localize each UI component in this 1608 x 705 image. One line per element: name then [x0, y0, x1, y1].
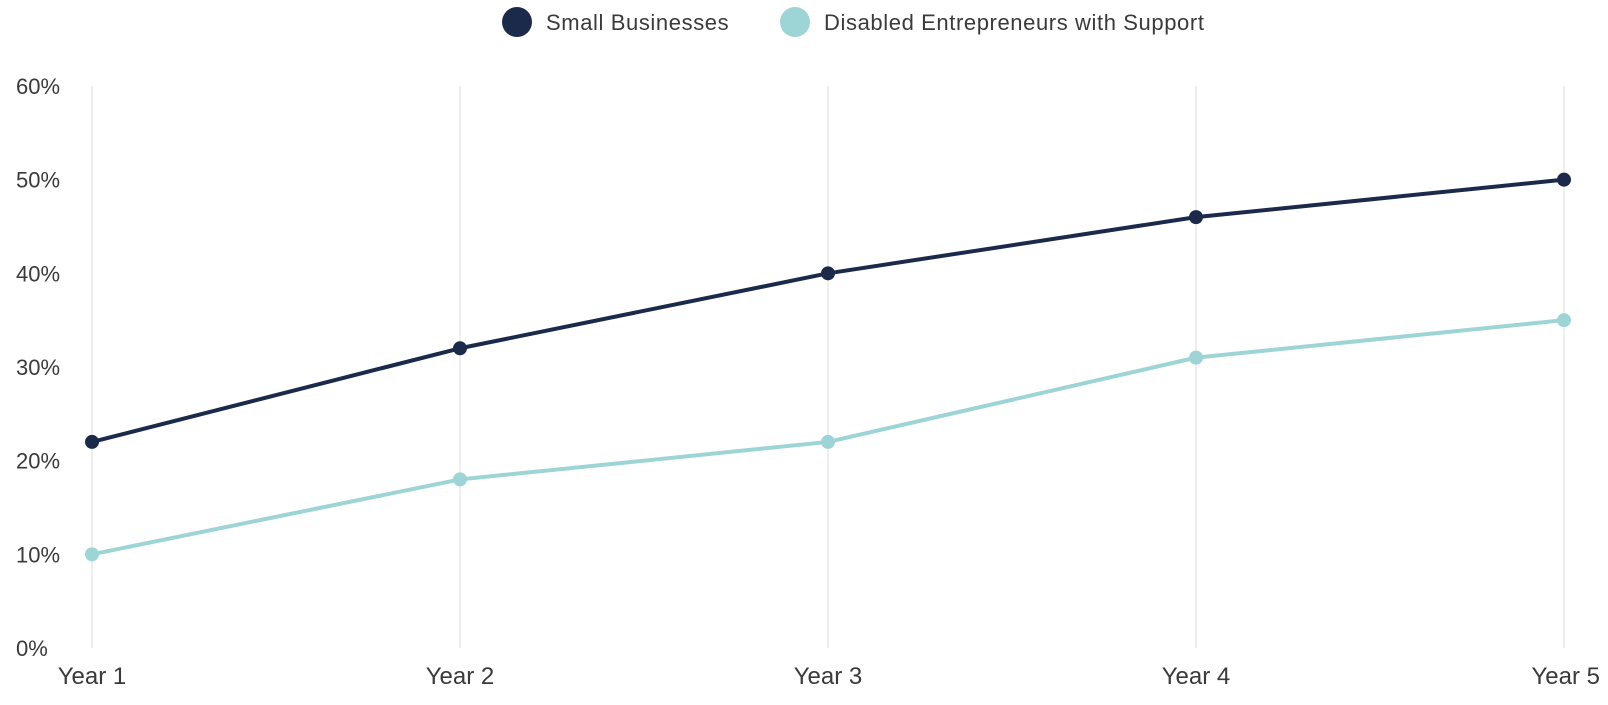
- series-2: [85, 313, 1571, 562]
- series-group: [85, 172, 1571, 562]
- legend-swatch: [502, 7, 532, 37]
- y-tick-label: 0%: [16, 636, 48, 661]
- legend: Small Businesses Disabled Entrepreneurs w…: [502, 7, 1205, 37]
- x-tick-label: Year 3: [794, 663, 863, 690]
- y-tick-label: 50%: [16, 168, 60, 193]
- x-axis: Year 1 Year 2 Year 3 Year 4 Year 5: [58, 663, 1600, 690]
- y-tick-label: 40%: [16, 261, 60, 286]
- data-point[interactable]: [1189, 350, 1203, 365]
- grid-lines: [91, 86, 1565, 648]
- legend-label: Small Businesses: [546, 10, 729, 35]
- data-point[interactable]: [85, 434, 99, 449]
- data-point[interactable]: [821, 266, 835, 281]
- x-tick-label: Year 1: [58, 663, 127, 690]
- y-tick-label: 30%: [16, 355, 60, 380]
- data-point[interactable]: [1557, 313, 1571, 328]
- x-tick-label: Year 5: [1531, 663, 1600, 690]
- legend-item-2[interactable]: Disabled Entrepreneurs with Support: [780, 7, 1205, 37]
- data-point[interactable]: [453, 341, 467, 356]
- y-tick-label: 60%: [16, 74, 60, 99]
- x-tick-label: Year 2: [426, 663, 495, 690]
- y-tick-label: 20%: [16, 449, 60, 474]
- series-1: [85, 172, 1571, 449]
- legend-label: Disabled Entrepreneurs with Support: [824, 10, 1205, 35]
- y-axis: 0% 10% 20% 30% 40% 50% 60%: [16, 74, 60, 661]
- data-point[interactable]: [1189, 210, 1203, 225]
- x-tick-label: Year 4: [1162, 663, 1231, 690]
- data-point[interactable]: [85, 547, 99, 562]
- legend-swatch: [780, 7, 810, 37]
- data-point[interactable]: [453, 472, 467, 487]
- data-point[interactable]: [821, 434, 835, 449]
- data-point[interactable]: [1557, 172, 1571, 187]
- y-tick-label: 10%: [16, 542, 60, 567]
- legend-item-1[interactable]: Small Businesses: [502, 7, 729, 37]
